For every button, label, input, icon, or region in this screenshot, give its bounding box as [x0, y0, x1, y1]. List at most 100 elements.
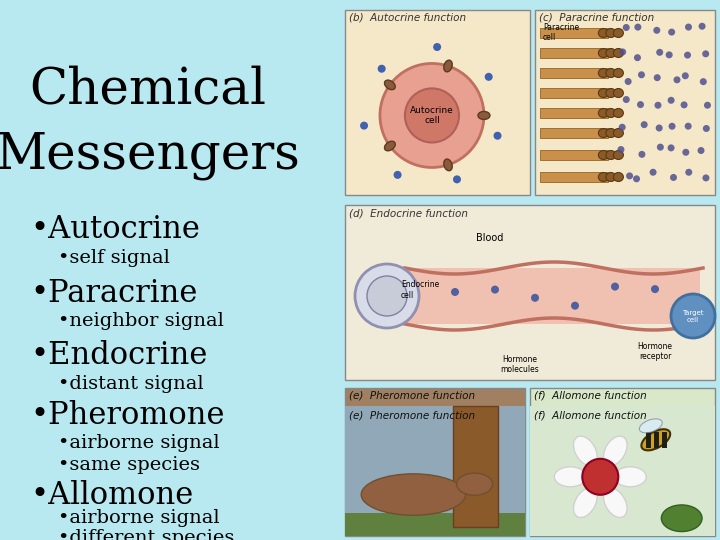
- Circle shape: [582, 459, 618, 495]
- Ellipse shape: [606, 129, 616, 138]
- Ellipse shape: [613, 29, 624, 37]
- Circle shape: [405, 89, 459, 143]
- Ellipse shape: [598, 151, 608, 159]
- Circle shape: [641, 53, 648, 60]
- Circle shape: [690, 23, 696, 30]
- Ellipse shape: [606, 29, 616, 37]
- Circle shape: [360, 122, 368, 130]
- Circle shape: [668, 147, 675, 154]
- Ellipse shape: [603, 488, 627, 517]
- Ellipse shape: [613, 129, 624, 138]
- Circle shape: [485, 73, 492, 81]
- Text: (e)  Pheromone function: (e) Pheromone function: [349, 391, 475, 401]
- Ellipse shape: [606, 49, 616, 57]
- Circle shape: [634, 73, 642, 80]
- Circle shape: [690, 171, 697, 178]
- Circle shape: [649, 125, 656, 132]
- Circle shape: [623, 50, 630, 57]
- Ellipse shape: [598, 29, 608, 37]
- Circle shape: [672, 49, 679, 56]
- Text: Autocrine
cell: Autocrine cell: [410, 106, 454, 125]
- Ellipse shape: [613, 89, 624, 98]
- Ellipse shape: [606, 69, 616, 78]
- Circle shape: [701, 102, 708, 109]
- Circle shape: [673, 29, 680, 36]
- Circle shape: [706, 124, 712, 131]
- Ellipse shape: [574, 436, 597, 465]
- Circle shape: [669, 77, 676, 84]
- Text: •Autocrine: •Autocrine: [30, 214, 200, 246]
- Circle shape: [634, 172, 641, 179]
- Bar: [345, 388, 525, 536]
- Ellipse shape: [598, 49, 608, 57]
- Ellipse shape: [598, 89, 608, 98]
- Circle shape: [706, 72, 714, 79]
- Circle shape: [621, 122, 629, 129]
- Bar: [540, 150, 608, 160]
- Ellipse shape: [606, 109, 616, 118]
- Circle shape: [367, 276, 407, 316]
- Ellipse shape: [598, 69, 608, 78]
- Bar: [540, 68, 608, 78]
- Bar: [530, 388, 715, 536]
- Text: Hormone
receptor: Hormone receptor: [637, 342, 672, 361]
- Circle shape: [621, 29, 629, 36]
- Circle shape: [571, 296, 579, 305]
- Text: •airborne signal: •airborne signal: [58, 509, 220, 527]
- Ellipse shape: [603, 436, 627, 465]
- Bar: [540, 28, 608, 38]
- Text: •different species: •different species: [58, 529, 235, 540]
- Circle shape: [673, 100, 680, 107]
- Circle shape: [634, 26, 640, 33]
- Ellipse shape: [598, 129, 608, 138]
- Text: Hormone
molecules: Hormone molecules: [500, 355, 539, 374]
- Circle shape: [378, 65, 386, 73]
- Circle shape: [674, 120, 680, 127]
- Circle shape: [625, 168, 632, 175]
- Text: (c)  Paracrine function: (c) Paracrine function: [539, 13, 654, 23]
- Circle shape: [682, 151, 689, 158]
- Circle shape: [620, 76, 627, 83]
- Circle shape: [701, 29, 708, 36]
- Ellipse shape: [384, 80, 395, 90]
- Circle shape: [394, 171, 402, 179]
- Circle shape: [654, 171, 660, 178]
- Circle shape: [706, 55, 714, 61]
- Text: Target
cell: Target cell: [683, 309, 703, 322]
- Ellipse shape: [613, 69, 624, 78]
- Ellipse shape: [613, 151, 624, 159]
- Ellipse shape: [361, 474, 466, 515]
- Circle shape: [654, 30, 660, 37]
- Bar: [646, 432, 651, 448]
- Circle shape: [433, 43, 441, 51]
- Ellipse shape: [613, 172, 624, 181]
- Circle shape: [493, 132, 502, 140]
- Circle shape: [688, 48, 695, 55]
- Circle shape: [650, 96, 657, 103]
- Ellipse shape: [606, 151, 616, 159]
- Circle shape: [683, 102, 690, 109]
- Ellipse shape: [642, 429, 670, 450]
- Bar: [345, 205, 715, 380]
- Ellipse shape: [613, 49, 624, 57]
- Circle shape: [690, 75, 698, 82]
- Circle shape: [683, 127, 690, 134]
- Circle shape: [380, 63, 484, 167]
- Text: (f)  Allomone function: (f) Allomone function: [534, 410, 647, 420]
- Circle shape: [641, 147, 648, 154]
- Ellipse shape: [444, 60, 452, 72]
- Ellipse shape: [606, 172, 616, 181]
- Text: •same species: •same species: [58, 456, 200, 474]
- Ellipse shape: [444, 159, 452, 171]
- Text: (b)  Autocrine function: (b) Autocrine function: [349, 13, 466, 23]
- Ellipse shape: [554, 467, 586, 487]
- Circle shape: [641, 123, 648, 130]
- Circle shape: [621, 98, 627, 105]
- Text: (e)  Pheromone function: (e) Pheromone function: [349, 410, 475, 420]
- Bar: [535, 10, 715, 195]
- Circle shape: [651, 149, 658, 156]
- Bar: [345, 406, 525, 512]
- Ellipse shape: [662, 505, 702, 531]
- Circle shape: [620, 151, 627, 158]
- Text: Paracrine
cell: Paracrine cell: [543, 23, 579, 43]
